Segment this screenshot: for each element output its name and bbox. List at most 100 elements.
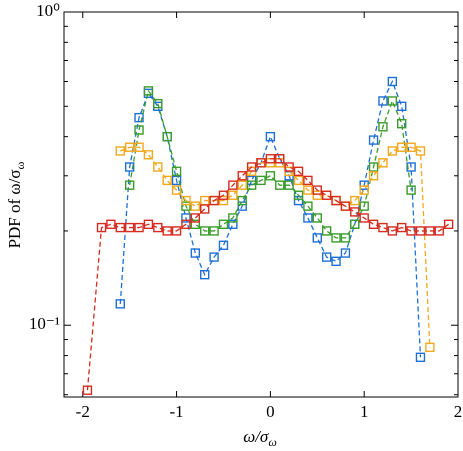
data-point xyxy=(303,185,313,195)
data-point xyxy=(415,352,426,362)
data-point xyxy=(303,175,313,186)
data-point xyxy=(218,195,229,206)
x-tick-label: -1 xyxy=(169,402,183,421)
data-point xyxy=(237,195,247,206)
data-point xyxy=(303,213,313,223)
data-point xyxy=(200,226,210,236)
data-point xyxy=(106,219,116,229)
data-point xyxy=(228,180,238,190)
x-tick-label: 0 xyxy=(266,402,275,421)
data-point xyxy=(425,342,435,353)
x-tick-label: -2 xyxy=(76,402,90,421)
data-point xyxy=(82,385,93,395)
data-point xyxy=(443,219,454,229)
data-point xyxy=(387,76,398,87)
data-point xyxy=(378,222,388,233)
data-point xyxy=(124,180,135,190)
data-point xyxy=(96,222,107,233)
data-point xyxy=(171,185,182,195)
data-point xyxy=(331,256,341,266)
x-label-sub: ω xyxy=(268,435,276,449)
data-point xyxy=(368,171,379,181)
x-label-main: ω/σ xyxy=(243,427,269,446)
data-point xyxy=(181,213,191,223)
data-point xyxy=(425,226,435,236)
data-point xyxy=(162,226,172,236)
data-point xyxy=(406,226,416,236)
y-axis-label: PDF of ω/σω xyxy=(5,161,27,248)
data-point xyxy=(312,190,322,200)
data-point xyxy=(415,226,426,236)
data-point xyxy=(378,158,388,168)
plot-frame xyxy=(63,11,459,398)
data-point xyxy=(359,185,369,195)
data-point xyxy=(246,175,257,186)
x-tick-label: 1 xyxy=(360,402,369,421)
data-point xyxy=(256,175,266,186)
data-point xyxy=(209,252,219,262)
data-point xyxy=(218,240,229,250)
y-tick-label: 10⁰ xyxy=(36,1,60,20)
data-point xyxy=(293,175,304,186)
data-point xyxy=(218,190,229,200)
y-label-sub: ω xyxy=(13,161,27,169)
data-point xyxy=(190,201,201,211)
data-point xyxy=(303,201,313,211)
data-point xyxy=(415,146,426,156)
data-point xyxy=(143,219,154,229)
data-point xyxy=(143,150,154,160)
data-point xyxy=(340,248,351,258)
data-point xyxy=(368,219,379,229)
data-point xyxy=(359,201,369,211)
series-line xyxy=(129,89,412,239)
y-label-main: PDF of ω/σ xyxy=(5,169,24,248)
data-point xyxy=(397,118,407,129)
data-point xyxy=(406,162,416,172)
data-point xyxy=(397,101,407,111)
data-point xyxy=(171,226,182,236)
data-point xyxy=(331,195,341,206)
data-point xyxy=(368,135,379,145)
data-point xyxy=(321,190,332,200)
data-point xyxy=(181,201,191,211)
data-point xyxy=(284,162,294,172)
data-point xyxy=(209,195,219,206)
data-point xyxy=(237,201,247,211)
data-point xyxy=(275,180,285,190)
data-point xyxy=(387,146,398,156)
data-point xyxy=(406,142,416,152)
data-point xyxy=(397,222,407,233)
data-point xyxy=(181,195,191,206)
series-line xyxy=(119,79,422,358)
data-point xyxy=(200,269,210,280)
data-point xyxy=(237,171,247,181)
data-point xyxy=(340,201,351,211)
data-point xyxy=(209,226,219,236)
series-line xyxy=(86,158,449,391)
x-tick-label: 2 xyxy=(454,402,463,421)
data-point xyxy=(312,185,322,195)
data-point xyxy=(293,166,304,177)
y-tick-label: 10⁻¹ xyxy=(29,314,60,333)
data-point xyxy=(115,299,125,309)
data-point xyxy=(387,96,398,106)
data-point xyxy=(228,190,238,200)
data-point xyxy=(200,204,210,214)
data-point xyxy=(340,233,351,243)
data-point xyxy=(293,190,304,200)
data-point xyxy=(115,146,125,156)
data-point xyxy=(153,98,163,109)
data-point xyxy=(171,166,182,177)
data-point xyxy=(124,222,135,233)
data-point xyxy=(275,154,285,164)
data-point xyxy=(237,180,247,190)
data-point xyxy=(265,131,276,142)
data-point xyxy=(406,185,416,195)
data-point xyxy=(321,226,332,236)
data-point xyxy=(284,180,294,190)
data-point xyxy=(378,122,388,132)
data-point xyxy=(153,162,163,172)
data-point xyxy=(153,222,163,233)
data-point xyxy=(190,213,201,223)
data-point xyxy=(378,96,388,106)
